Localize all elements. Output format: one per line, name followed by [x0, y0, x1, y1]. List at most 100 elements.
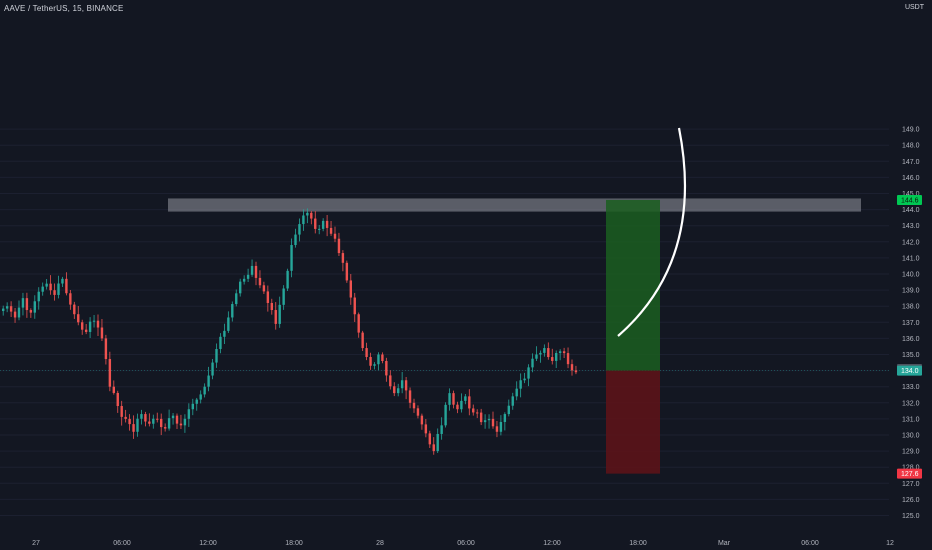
candle-body: [223, 330, 226, 337]
candle-body: [286, 270, 289, 289]
price-tick-label: 137.0: [902, 320, 920, 327]
price-tick-label: 146.0: [902, 175, 920, 182]
target-zone[interactable]: [606, 199, 660, 371]
candle-body: [191, 403, 194, 410]
candle-body: [468, 396, 471, 409]
candle-body: [314, 218, 317, 229]
candle-body: [412, 402, 416, 409]
candle-body: [562, 351, 566, 354]
price-tick-label: 127.0: [902, 481, 920, 488]
candle-body: [84, 329, 88, 332]
candle-body: [377, 354, 380, 365]
candle-body: [479, 412, 483, 423]
candle-body: [341, 253, 345, 263]
candle-body: [404, 380, 408, 391]
candle-body: [69, 293, 72, 305]
candle-body: [246, 274, 250, 279]
candle-body: [531, 358, 534, 368]
symbol-title[interactable]: AAVE / TetherUS, 15, BINANCE: [4, 4, 124, 13]
candle-body: [29, 310, 33, 313]
candle-body: [527, 367, 530, 379]
candle-body: [112, 386, 115, 393]
candle-body: [144, 414, 147, 422]
candle-body: [440, 425, 443, 434]
stop-price-tag: [897, 468, 922, 479]
candle-body: [325, 220, 329, 228]
candle-body: [156, 418, 159, 420]
price-tick-label: 139.0: [902, 288, 920, 295]
candle-body: [337, 238, 341, 254]
candle-body: [124, 416, 127, 419]
price-tick-label: 125.0: [902, 513, 920, 520]
target-price-tag-text: 144.6: [901, 197, 919, 204]
candle-body: [160, 418, 163, 428]
candle-body: [53, 290, 56, 295]
candle-body: [476, 412, 479, 414]
time-axis[interactable]: 27 06:00 12:00 18:00 28 06:00 12:00 18:00 Mar 06:…: [32, 540, 894, 547]
candle-body: [551, 357, 554, 361]
price-tick-label: 129.0: [902, 449, 920, 456]
candle-body: [195, 399, 198, 404]
projection-curve[interactable]: [617, 127, 687, 337]
price-axis[interactable]: 125.0 126.0 127.0 128.0 129.0 130.0 131.0 132.0…: [902, 127, 920, 520]
candle-body: [136, 418, 139, 432]
price-tick-label: 128.0: [902, 465, 920, 472]
candle-body: [555, 353, 558, 361]
price-tick-label: 140.0: [902, 272, 920, 279]
candle-body: [345, 262, 349, 281]
candle-body: [132, 424, 135, 432]
projection-drawing[interactable]: [617, 127, 687, 337]
candle-body: [266, 291, 270, 303]
candle-body: [104, 338, 108, 360]
candle-body: [460, 400, 463, 410]
candle-body: [436, 433, 439, 452]
candle-body: [61, 278, 64, 284]
price-tick-label: 148.0: [902, 143, 920, 150]
candle-body: [424, 424, 428, 434]
candle-body: [219, 336, 222, 349]
candle-body: [369, 357, 372, 366]
candle-body: [574, 370, 578, 373]
candle-body: [491, 418, 495, 427]
candle-body: [428, 433, 431, 445]
candle-body: [381, 354, 384, 362]
candle-body: [231, 304, 234, 318]
candle-body: [535, 354, 538, 359]
candle-body: [278, 304, 281, 324]
price-tick-label: 149.0: [902, 127, 920, 134]
price-tick-label: 147.0: [902, 159, 920, 166]
candle-body: [321, 220, 325, 229]
candle-body: [65, 278, 68, 294]
drawing-zones[interactable]: [168, 198, 861, 474]
candle-body: [298, 224, 301, 235]
time-tick-label: 12:00: [543, 540, 561, 547]
price-tick-label: 131.0: [902, 416, 920, 423]
candle-body: [523, 378, 526, 381]
time-tick-label: 06:00: [457, 540, 475, 547]
candle-body: [215, 348, 218, 363]
candle-body: [270, 302, 273, 311]
candle-body: [9, 306, 13, 312]
candle-body: [389, 375, 392, 387]
candle-body: [499, 421, 503, 432]
candle-body: [302, 215, 305, 225]
candle-body: [199, 394, 202, 400]
resistance-zone[interactable]: [168, 198, 861, 212]
candle-body: [282, 288, 285, 305]
candle-body: [318, 228, 321, 230]
candles: [2, 208, 578, 455]
candle-body: [37, 291, 40, 302]
candle-body: [45, 283, 48, 287]
candle-body: [448, 393, 451, 405]
candle-body: [365, 348, 368, 358]
time-tick-label: 06:00: [801, 540, 819, 547]
candle-body: [385, 361, 388, 376]
stop-zone[interactable]: [606, 370, 660, 474]
candle-body: [519, 380, 522, 389]
candle-body: [408, 390, 412, 403]
candle-body: [503, 414, 507, 422]
candle-body: [357, 314, 360, 333]
price-tick-label: 133.0: [902, 384, 920, 391]
